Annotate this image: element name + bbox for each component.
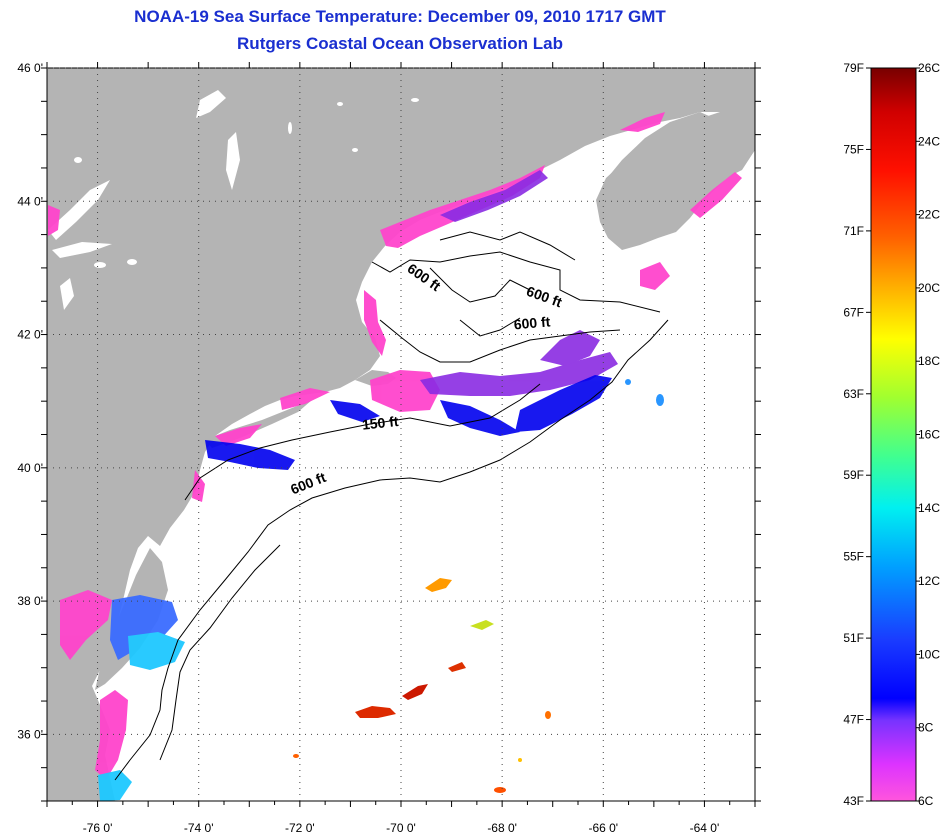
lat-tick-label: 46 0' [17, 61, 43, 75]
depth-contour-label: 150 ft [361, 413, 399, 433]
colorbar-c-label: 22C [918, 208, 940, 222]
colorbar-f-label: 43F [843, 794, 864, 808]
colorbar-f-label: 51F [843, 631, 864, 645]
lon-tick-label: -74 0' [184, 821, 214, 835]
colorbar-fahrenheit-labels: 79F 75F 71F 67F 63F 59F 55F 51F 47F 43F [843, 61, 871, 808]
lat-tick-label: 38 0' [17, 594, 43, 608]
latitude-labels: 46 0' 44 0' 42 0' 40 0' 38 0' 36 0' [17, 61, 43, 741]
lat-tick-label: 40 0' [17, 461, 43, 475]
map-title: NOAA-19 Sea Surface Temperature: Decembe… [134, 7, 666, 26]
colorbar-f-label: 55F [843, 550, 864, 564]
map-subtitle: Rutgers Coastal Ocean Observation Lab [237, 34, 563, 53]
axis-ticks [41, 62, 761, 807]
colorbar-c-label: 18C [918, 354, 940, 368]
colorbar-f-label: 75F [843, 142, 864, 156]
bathymetry-contours [114, 231, 669, 781]
lat-tick-label: 36 0' [17, 727, 43, 741]
colorbar [870, 67, 917, 802]
colorbar-f-label: 63F [843, 387, 864, 401]
colorbar-c-label: 12C [918, 574, 940, 588]
colorbar-c-label: 6C [918, 794, 934, 808]
lat-tick-label: 42 0' [17, 328, 43, 342]
lon-tick-label: -70 0' [386, 821, 416, 835]
lon-tick-label: -68 0' [487, 821, 517, 835]
graticule [47, 67, 755, 801]
inland-lakes [48, 90, 419, 310]
lon-tick-label: -76 0' [83, 821, 113, 835]
colorbar-c-label: 14C [918, 501, 940, 515]
colorbar-f-label: 47F [843, 713, 864, 727]
sst-blue [205, 375, 612, 470]
colorbar-c-label: 8C [918, 721, 934, 735]
longitude-labels: -76 0' -74 0' -72 0' -70 0' -68 0' -66 0' -64 … [83, 821, 720, 835]
colorbar-f-label: 79F [843, 61, 864, 75]
colorbar-c-label: 16C [918, 428, 940, 442]
lat-tick-label: 44 0' [17, 194, 43, 208]
land-mainland [47, 68, 755, 801]
colorbar-c-label: 24C [918, 134, 940, 148]
colorbar-f-label: 67F [843, 305, 864, 319]
lon-tick-label: -72 0' [285, 821, 315, 835]
colorbar-c-label: 10C [918, 647, 940, 661]
depth-contour-label: 600 ft [513, 313, 551, 332]
land-nova-scotia [597, 112, 755, 246]
colorbar-f-label: 59F [843, 468, 864, 482]
sst-purple [420, 170, 618, 396]
lon-tick-label: -66 0' [588, 821, 618, 835]
lon-tick-label: -64 0' [690, 821, 720, 835]
colorbar-c-label: 20C [918, 281, 940, 295]
sst-gulf-stream [293, 578, 551, 793]
colorbar-c-label: 26C [918, 61, 940, 75]
colorbar-f-label: 71F [843, 224, 864, 238]
colorbar-celsius-labels: 26C 24C 22C 20C 18C 16C 14C 12C 10C 8C 6C [916, 61, 940, 808]
